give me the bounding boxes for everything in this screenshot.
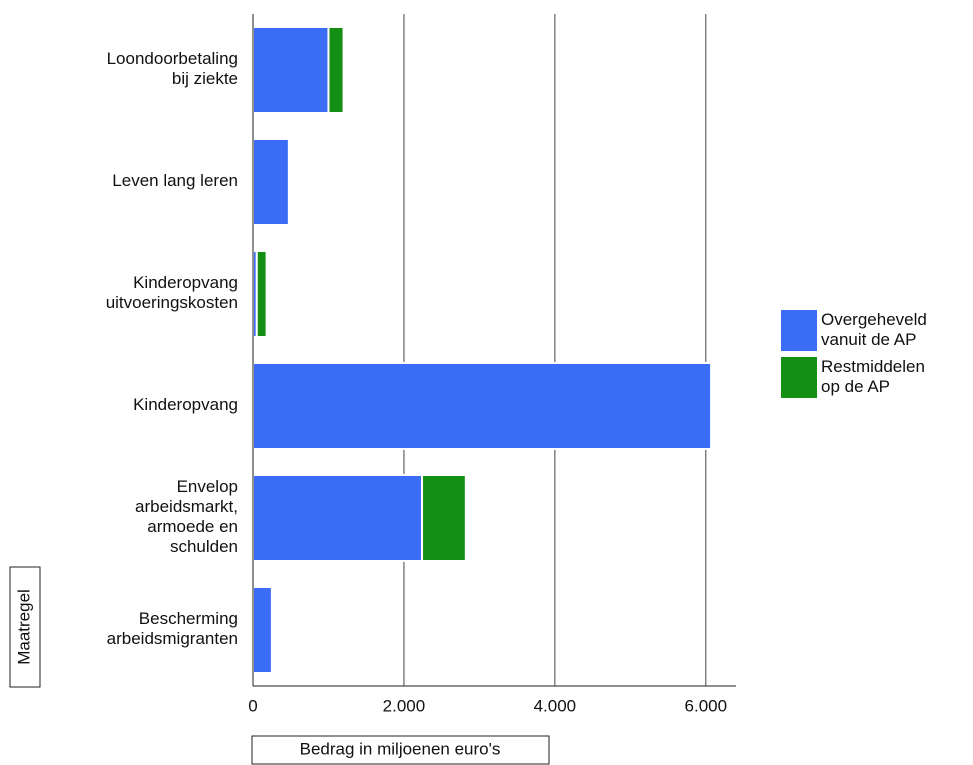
x-tick-label: 4.000	[534, 696, 577, 715]
x-axis-title: Bedrag in miljoenen euro's	[300, 739, 501, 758]
y-tick-label: Leven lang leren	[112, 171, 238, 190]
x-tick-label: 6.000	[685, 696, 728, 715]
bar-segment	[252, 586, 273, 674]
legend-swatch	[781, 310, 817, 351]
x-tick-label: 2.000	[383, 696, 426, 715]
x-tick-label: 0	[248, 696, 257, 715]
legend-label: Overgeheveld vanuit de AP	[821, 310, 927, 349]
y-tick-label: Kinderopvang uitvoeringskosten	[106, 273, 238, 312]
bar-segment	[252, 138, 290, 226]
bar-segment	[255, 250, 268, 338]
legend-label: Restmiddelen op de AP	[821, 357, 925, 396]
y-tick-label: Kinderopvang	[133, 395, 238, 414]
legend-swatch	[781, 357, 817, 398]
bar-segment	[252, 362, 713, 450]
bar-segment	[421, 474, 467, 562]
bar-segment	[252, 474, 424, 562]
y-tick-label: Envelop arbeidsmarkt, armoede en schulden	[135, 477, 238, 556]
bar-segment	[252, 26, 330, 114]
y-title-box	[9, 566, 41, 688]
bar-segment	[327, 26, 345, 114]
y-tick-label: Bescherming arbeidsmigranten	[107, 609, 238, 648]
x-title-box	[251, 735, 550, 765]
y-tick-label: Loondoorbetaling bij ziekte	[107, 49, 238, 88]
y-axis-title: Maatregel	[14, 589, 33, 665]
